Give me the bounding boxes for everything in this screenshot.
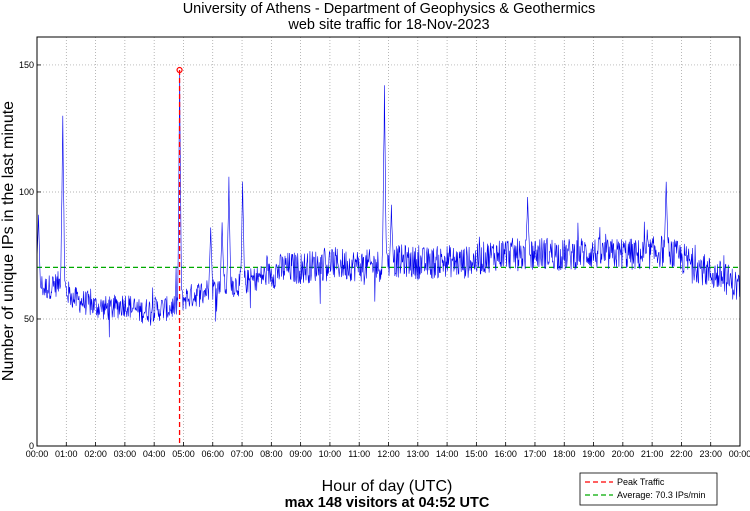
peak-info-text: max 148 visitors at 04:52 UTC [285,495,490,511]
x-tick-label: 02:00 [84,449,107,459]
y-ticks: 0 50 100 150 [19,60,41,451]
chart-subtitle: web site traffic for 18-Nov-2023 [287,17,489,33]
x-tick-label: 18:00 [553,449,576,459]
x-tick-label: 00:00 [729,449,750,459]
x-tick-label: 11:00 [348,449,370,459]
x-tick-label: 07:00 [231,449,254,459]
x-tick-label: 04:00 [143,449,166,459]
x-tick-label: 21:00 [641,449,664,459]
legend-average-label: Average: 70.3 IPs/min [617,490,705,500]
x-tick-label: 09:00 [289,449,312,459]
x-tick-label: 08:00 [260,449,283,459]
x-tick-label: 00:00 [26,449,49,459]
x-tick-label: 12:00 [377,449,400,459]
x-tick-label: 06:00 [201,449,224,459]
x-tick-label: 20:00 [612,449,635,459]
x-tick-label: 23:00 [699,449,722,459]
x-tick-label: 16:00 [494,449,517,459]
grid-lines [37,37,740,446]
x-tick-label: 19:00 [582,449,605,459]
y-tick-label: 150 [19,60,34,70]
x-axis-label: Hour of day (UTC) [322,478,453,495]
y-tick-label: 50 [24,314,34,324]
y-tick-label: 100 [19,187,34,197]
series-group [36,69,741,338]
legend-box [579,472,718,506]
x-tick-label: 13:00 [407,449,430,459]
legend-peak-label: Peak Traffic [617,477,665,487]
x-tick-label: 22:00 [670,449,693,459]
x-tick-label: 01:00 [55,449,78,459]
x-tick-label: 05:00 [172,449,195,459]
peak-marker-group [176,66,183,446]
x-tick-label: 10:00 [319,449,342,459]
traffic-series-line [36,69,741,338]
peak-point [176,66,183,74]
x-tick-label: 17:00 [524,449,547,459]
x-ticks: 00:00 01:00 02:00 03:00 04:00 05:00 06:00 07:00… [26,442,750,459]
y-tick-label: 0 [29,441,34,451]
y-axis-label: Number of unique IPs in the last minute [0,101,17,381]
x-tick-label: 03:00 [114,449,137,459]
chart-title: University of Athens - Department of Geo… [183,1,596,17]
legend: Peak Traffic Average: 70.3 IPs/min [579,472,718,506]
x-tick-label: 14:00 [436,449,459,459]
x-tick-label: 15:00 [465,449,488,459]
